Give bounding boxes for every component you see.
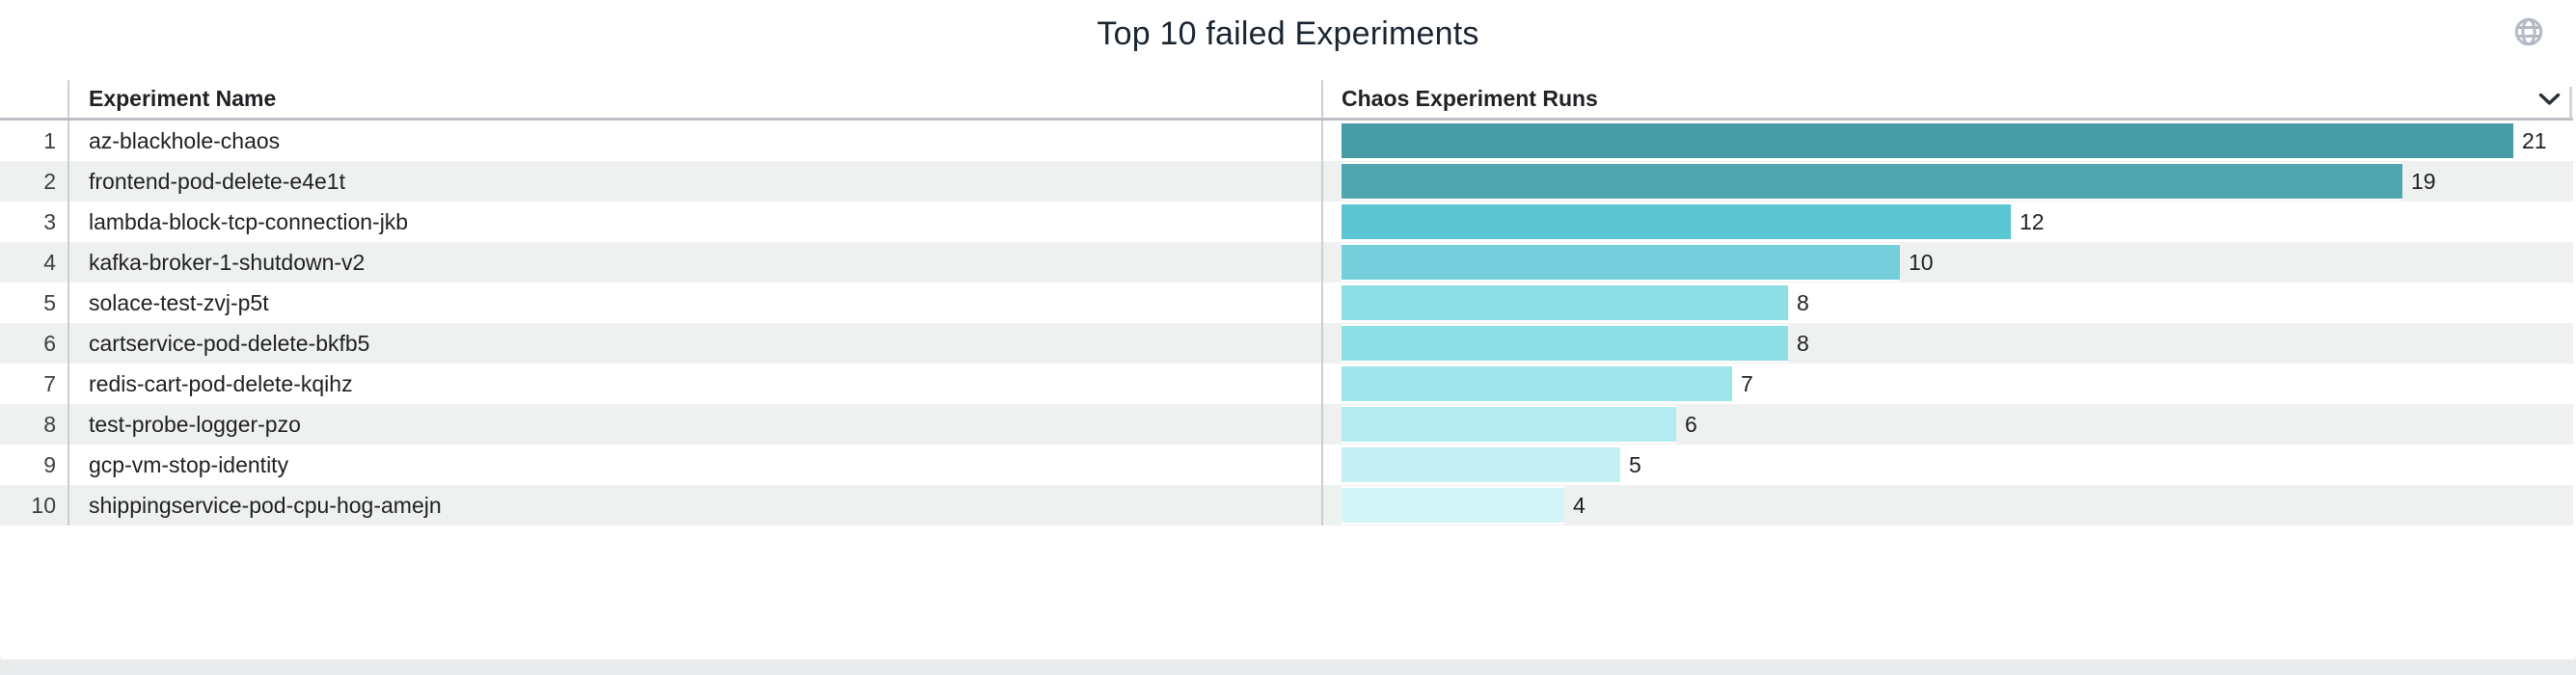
- run-bar[interactable]: [1342, 405, 1676, 444]
- bar-cell: 6: [1321, 404, 2573, 445]
- run-bar[interactable]: [1342, 284, 1788, 322]
- table-row[interactable]: 1 az-blackhole-chaos 21: [0, 121, 2573, 161]
- experiment-name-cell: kafka-broker-1-shutdown-v2: [68, 242, 1321, 283]
- rank-cell: 9: [43, 451, 56, 477]
- table-row[interactable]: 7 redis-cart-pod-delete-kqihz 7: [0, 364, 2573, 404]
- table-row[interactable]: 2 frontend-pod-delete-e4e1t 19: [0, 161, 2573, 202]
- table-body: 1 az-blackhole-chaos 21 2 frontend-pod-delet…: [0, 121, 2573, 526]
- globe-icon[interactable]: [2512, 15, 2545, 48]
- bar-value-label: 6: [1685, 411, 1697, 437]
- bar-value-label: 21: [2522, 127, 2547, 153]
- table-row[interactable]: 3 lambda-block-tcp-connection-jkb 12: [0, 202, 2573, 242]
- page-title: Top 10 failed Experiments: [1097, 15, 1479, 52]
- chevron-down-icon[interactable]: [2538, 93, 2561, 106]
- experiment-name-cell: shippingservice-pod-cpu-hog-amejn: [68, 485, 1321, 526]
- experiment-name-cell: frontend-pod-delete-e4e1t: [68, 161, 1321, 202]
- rank-cell: 4: [43, 249, 56, 275]
- scrollbar-segment: [2569, 87, 2572, 119]
- bar-value-label: 4: [1573, 492, 1586, 518]
- run-bar[interactable]: [1342, 202, 2011, 241]
- table-row[interactable]: 4 kafka-broker-1-shutdown-v2 10: [0, 242, 2573, 283]
- experiment-name-cell: solace-test-zvj-p5t: [68, 283, 1321, 323]
- table-row[interactable]: 8 test-probe-logger-pzo 6: [0, 404, 2573, 445]
- bar-cell: 21: [1321, 121, 2573, 161]
- bar-value-label: 8: [1797, 289, 1809, 315]
- rank-cell: 5: [43, 289, 56, 315]
- rank-cell: 2: [43, 168, 56, 194]
- bar-value-label: 12: [2020, 208, 2045, 234]
- rank-cell: 7: [43, 370, 56, 396]
- run-bar[interactable]: [1342, 324, 1788, 363]
- rank-cell: 1: [43, 127, 56, 153]
- rank-cell: 8: [43, 411, 56, 437]
- column-header-chaos-experiment-runs[interactable]: Chaos Experiment Runs: [1321, 80, 2573, 118]
- bar-value-label: 8: [1797, 330, 1809, 356]
- run-bar[interactable]: [1342, 243, 1900, 282]
- bar-cell: 5: [1321, 445, 2573, 485]
- table-header-row: Experiment Name Chaos Experiment Runs: [0, 80, 2573, 121]
- table-row[interactable]: 5 solace-test-zvj-p5t 8: [0, 283, 2573, 323]
- bar-cell: 7: [1321, 364, 2573, 404]
- rank-cell: 10: [31, 492, 56, 518]
- bar-cell: 4: [1321, 485, 2573, 526]
- bar-value-label: 5: [1629, 451, 1641, 477]
- experiment-name-cell: redis-cart-pod-delete-kqihz: [68, 364, 1321, 404]
- run-bar[interactable]: [1342, 364, 1732, 403]
- run-bar[interactable]: [1342, 446, 1620, 484]
- experiment-name-cell: gcp-vm-stop-identity: [68, 445, 1321, 485]
- bar-value-label: 10: [1909, 249, 1934, 275]
- bar-value-label: 7: [1741, 370, 1753, 396]
- experiment-name-cell: lambda-block-tcp-connection-jkb: [68, 202, 1321, 242]
- page-background-strip: [0, 660, 2576, 667]
- bar-cell: 19: [1321, 161, 2573, 202]
- table-row[interactable]: 9 gcp-vm-stop-identity 5: [0, 445, 2573, 485]
- experiment-name-cell: test-probe-logger-pzo: [68, 404, 1321, 445]
- run-bar[interactable]: [1342, 486, 1564, 525]
- run-bar[interactable]: [1342, 122, 2513, 160]
- column-header-experiment-name[interactable]: Experiment Name: [68, 80, 1321, 118]
- table-row[interactable]: 10 shippingservice-pod-cpu-hog-amejn 4: [0, 485, 2573, 526]
- bar-cell: 10: [1321, 242, 2573, 283]
- table-row[interactable]: 6 cartservice-pod-delete-bkfb5 8: [0, 323, 2573, 364]
- run-bar[interactable]: [1342, 162, 2402, 201]
- experiment-name-cell: cartservice-pod-delete-bkfb5: [68, 323, 1321, 364]
- bar-cell: 8: [1321, 283, 2573, 323]
- rank-column-header: [0, 80, 68, 118]
- rank-cell: 3: [43, 208, 56, 234]
- bar-cell: 8: [1321, 323, 2573, 364]
- bar-value-label: 19: [2411, 168, 2436, 194]
- experiment-name-cell: az-blackhole-chaos: [68, 121, 1321, 161]
- bar-cell: 12: [1321, 202, 2573, 242]
- rank-cell: 6: [43, 330, 56, 356]
